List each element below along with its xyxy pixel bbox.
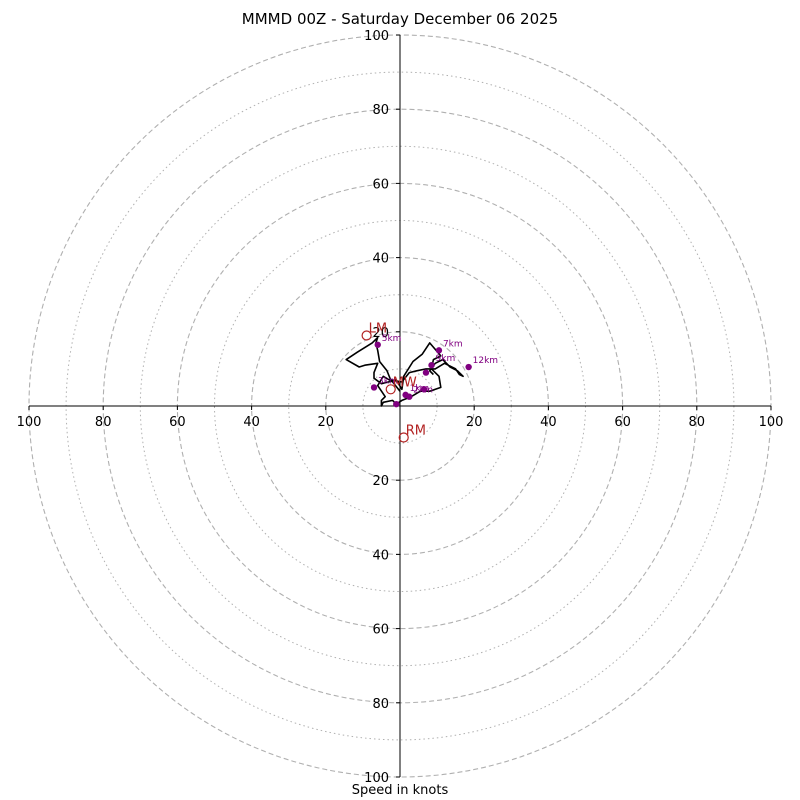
- y-tick-label: 80: [372, 697, 389, 712]
- height-point: [374, 341, 381, 348]
- height-point: [393, 400, 400, 408]
- height-point: [420, 386, 428, 393]
- height-point: [465, 363, 472, 371]
- y-tick-label: 80: [372, 103, 389, 118]
- x-tick-label: 100: [759, 415, 784, 430]
- x-tick-label: 20: [466, 415, 483, 430]
- y-tick-label: 100: [364, 29, 389, 44]
- x-tick-label: 80: [95, 415, 112, 430]
- y-tick-label: 20: [372, 326, 389, 341]
- height-point: [406, 393, 413, 400]
- height-label: 1km: [410, 384, 430, 394]
- height-point: [422, 369, 430, 376]
- height-label: 12km: [473, 356, 498, 366]
- x-tick-label: 40: [540, 415, 557, 430]
- x-tick-label: 20: [318, 415, 335, 430]
- y-tick-label: 40: [372, 548, 389, 563]
- x-axis-label: Speed in knots: [351, 783, 449, 798]
- axes: [29, 35, 771, 777]
- height-label: 7km: [443, 339, 463, 349]
- y-tick-label: 60: [372, 623, 389, 638]
- x-tick-label: 40: [243, 415, 260, 430]
- storm-motion-label: RM: [406, 424, 426, 439]
- storm-motion-lm: [361, 330, 372, 341]
- storm-motion-rm: [398, 432, 409, 443]
- height-label: 5km: [382, 334, 402, 344]
- chart-title: MMMD 00Z - Saturday December 06 2025: [241, 10, 559, 28]
- tick-labels: 20 20 20 20 40 40 40 40 60 60 60 60 80 80 80 80 100 100 10…: [17, 29, 784, 786]
- y-tick-label: 20: [372, 474, 389, 489]
- x-tick-label: 60: [169, 415, 186, 430]
- height-label: 9km: [436, 354, 456, 364]
- y-tick-label: 100: [364, 771, 389, 786]
- y-tick-label: 60: [372, 177, 389, 192]
- height-point: [435, 347, 443, 354]
- height-point: [370, 384, 378, 391]
- height-label: 3km: [378, 376, 398, 386]
- x-tick-label: 100: [17, 415, 42, 430]
- y-tick-label: 40: [372, 252, 389, 267]
- storm-motion-markers: LM MW RM: [361, 322, 426, 443]
- x-tick-label: 60: [614, 415, 631, 430]
- x-tick-label: 80: [689, 415, 706, 430]
- height-markers: 1km2km3km5km7km9km12km: [370, 334, 498, 408]
- storm-motion-mw: [385, 384, 396, 395]
- storm-motion-label: MW: [393, 375, 417, 390]
- storm-motion-label: LM: [369, 322, 387, 337]
- height-point: [428, 361, 435, 369]
